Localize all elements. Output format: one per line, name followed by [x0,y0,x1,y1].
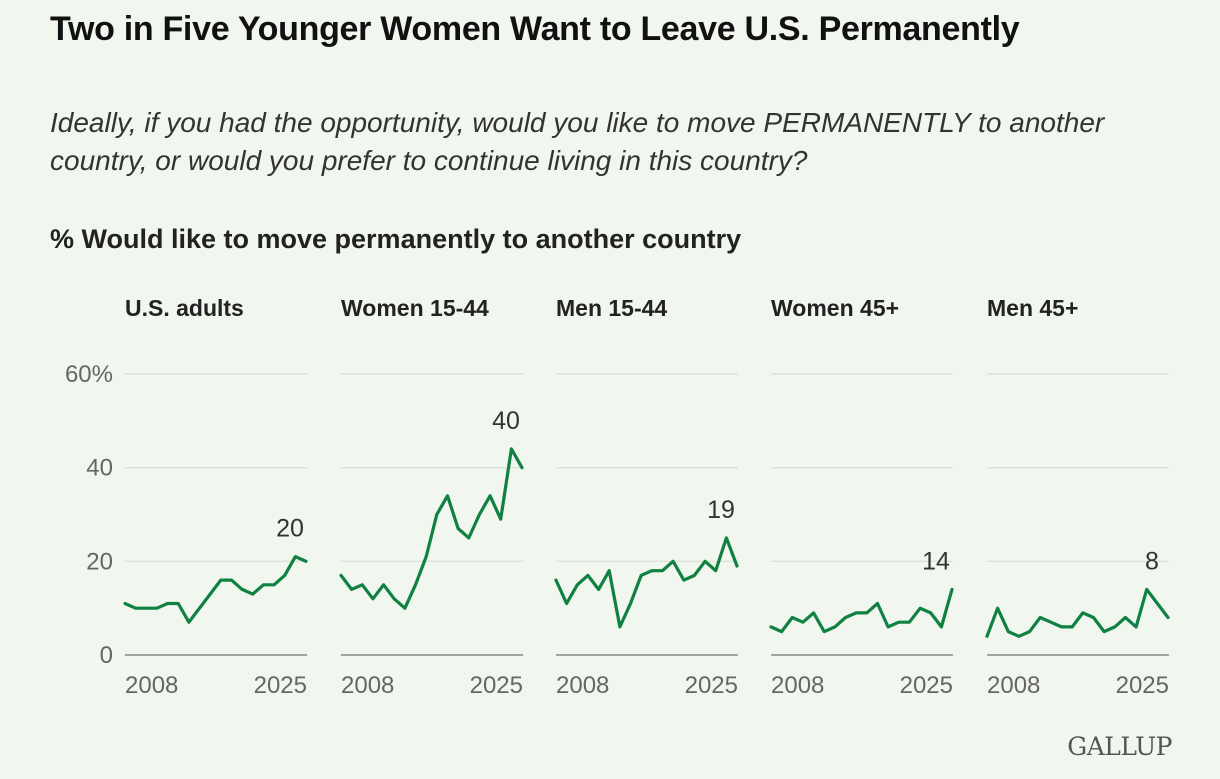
panel-title-women-15-44: Women 15-44 [341,295,489,321]
x-tick-label: 2025 [254,672,307,699]
y-tick-label: 20 [86,548,113,575]
panel-title-women-45-plus: Women 45+ [771,295,900,321]
chart-title: Two in Five Younger Women Want to Leave … [50,10,1020,48]
y-tick-label: 60% [65,361,113,388]
x-tick-label: 2008 [556,672,609,699]
panel-title-men-45-plus: Men 45+ [987,295,1079,321]
y-tick-label: 40 [86,455,113,482]
x-tick-label: 2025 [470,672,523,699]
end-value-label: 20 [276,515,304,543]
measure-label: % Would like to move permanently to anot… [50,224,742,254]
series-line [123,554,308,624]
series-line [554,536,739,629]
y-tick-label: 0 [100,642,113,669]
series-line [339,447,524,610]
end-value-label: 19 [707,496,735,524]
panel-title-us-adults: U.S. adults [125,295,244,321]
x-tick-label: 2025 [900,672,953,699]
x-tick-label: 2008 [987,672,1040,699]
series-line [769,587,954,634]
end-value-label: 14 [922,547,950,575]
panel-title-men-15-44: Men 15-44 [556,295,668,321]
end-value-label: 40 [492,407,520,435]
gallup-logo: GALLUP [1067,732,1172,761]
x-tick-label: 2008 [771,672,824,699]
x-tick-label: 2025 [685,672,738,699]
x-tick-label: 2025 [1116,672,1169,699]
x-tick-label: 2008 [125,672,178,699]
end-value-label: 8 [1145,547,1159,575]
chart-subtitle: Ideally, if you had the opportunity, wou… [50,107,1105,176]
x-tick-label: 2008 [341,672,394,699]
series-line [985,587,1170,638]
